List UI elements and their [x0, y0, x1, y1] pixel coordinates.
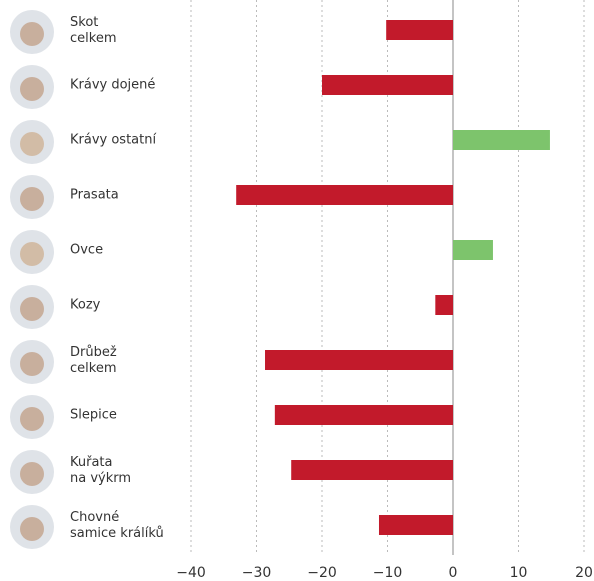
- animal-icon-detail: [20, 517, 44, 541]
- bar: [378, 515, 453, 535]
- category-label: Chovné samice králíků: [70, 510, 164, 541]
- x-tick-label: −10: [373, 565, 403, 581]
- x-tick-label: −30: [242, 565, 272, 581]
- bar: [236, 185, 453, 205]
- category-label: Prasata: [70, 188, 119, 203]
- category-label: Krávy dojené: [70, 78, 155, 93]
- x-tick-label: 0: [449, 565, 458, 581]
- x-tick-label: −40: [176, 565, 206, 581]
- bar: [265, 350, 453, 370]
- animal-icon-detail: [20, 462, 44, 486]
- category-label: Drůbež celkem: [70, 345, 117, 376]
- bar: [453, 130, 550, 150]
- x-tick-label: 20: [575, 565, 593, 581]
- category-label: Slepice: [70, 408, 117, 423]
- category-label: Kuřata na výkrm: [70, 455, 131, 486]
- category-label: Skot celkem: [70, 15, 116, 46]
- bar: [435, 295, 453, 315]
- animal-icon-detail: [20, 22, 44, 46]
- category-label: Krávy ostatní: [70, 133, 156, 148]
- animal-icon-detail: [20, 187, 44, 211]
- bar: [322, 75, 453, 95]
- bar: [386, 20, 453, 40]
- animal-icon-detail: [20, 297, 44, 321]
- category-label: Kozy: [70, 298, 101, 313]
- animal-icon-detail: [20, 352, 44, 376]
- bar: [291, 460, 453, 480]
- animal-icon-detail: [20, 132, 44, 156]
- animal-icon-detail: [20, 242, 44, 266]
- x-tick-label: 10: [510, 565, 528, 581]
- bar: [274, 405, 453, 425]
- bar: [453, 240, 493, 260]
- category-label: Ovce: [70, 243, 103, 258]
- animal-icon-detail: [20, 77, 44, 101]
- animal-icon-detail: [20, 407, 44, 431]
- x-tick-label: −20: [307, 565, 337, 581]
